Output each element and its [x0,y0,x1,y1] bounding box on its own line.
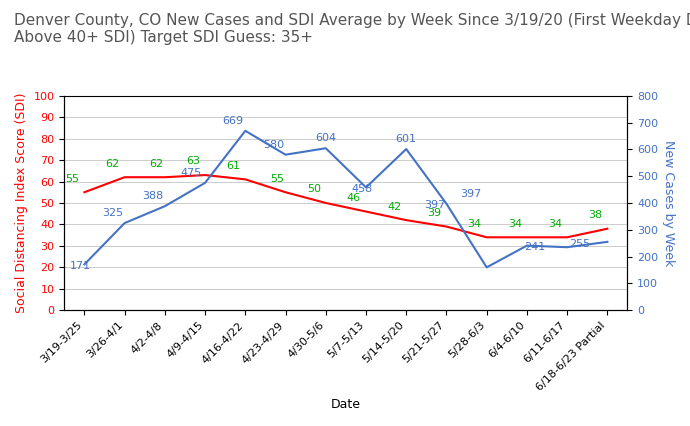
Text: 55: 55 [66,174,79,184]
Text: 38: 38 [589,210,602,220]
X-axis label: Date: Date [331,398,361,411]
Text: 388: 388 [142,191,164,201]
Text: 601: 601 [396,134,417,144]
Text: 50: 50 [306,184,321,194]
Text: 62: 62 [106,158,119,169]
Text: 458: 458 [351,184,373,194]
Text: 669: 669 [223,116,244,126]
Y-axis label: New Cases by Week: New Cases by Week [662,140,675,266]
Text: 39: 39 [427,208,442,218]
Text: 397: 397 [424,201,445,210]
Text: 34: 34 [468,219,482,229]
Text: 63: 63 [186,156,200,167]
Text: 46: 46 [347,193,361,203]
Text: 61: 61 [226,161,240,171]
Text: 604: 604 [315,133,336,144]
Text: 397: 397 [460,189,481,199]
Text: 55: 55 [270,174,284,184]
Text: 580: 580 [263,140,284,150]
Text: 34: 34 [548,219,562,229]
Text: 62: 62 [150,158,164,169]
Text: 42: 42 [387,201,402,212]
Text: 241: 241 [524,242,546,252]
Y-axis label: Social Distancing Index Score (SDI): Social Distancing Index Score (SDI) [15,93,28,313]
Text: Denver County, CO New Cases and SDI Average by Week Since 3/19/20 (First Weekday: Denver County, CO New Cases and SDI Aver… [14,13,690,45]
Text: 255: 255 [569,239,590,248]
Text: 475: 475 [180,168,201,178]
Text: 34: 34 [508,219,522,229]
Text: 171: 171 [70,261,91,271]
Text: 325: 325 [102,208,123,218]
